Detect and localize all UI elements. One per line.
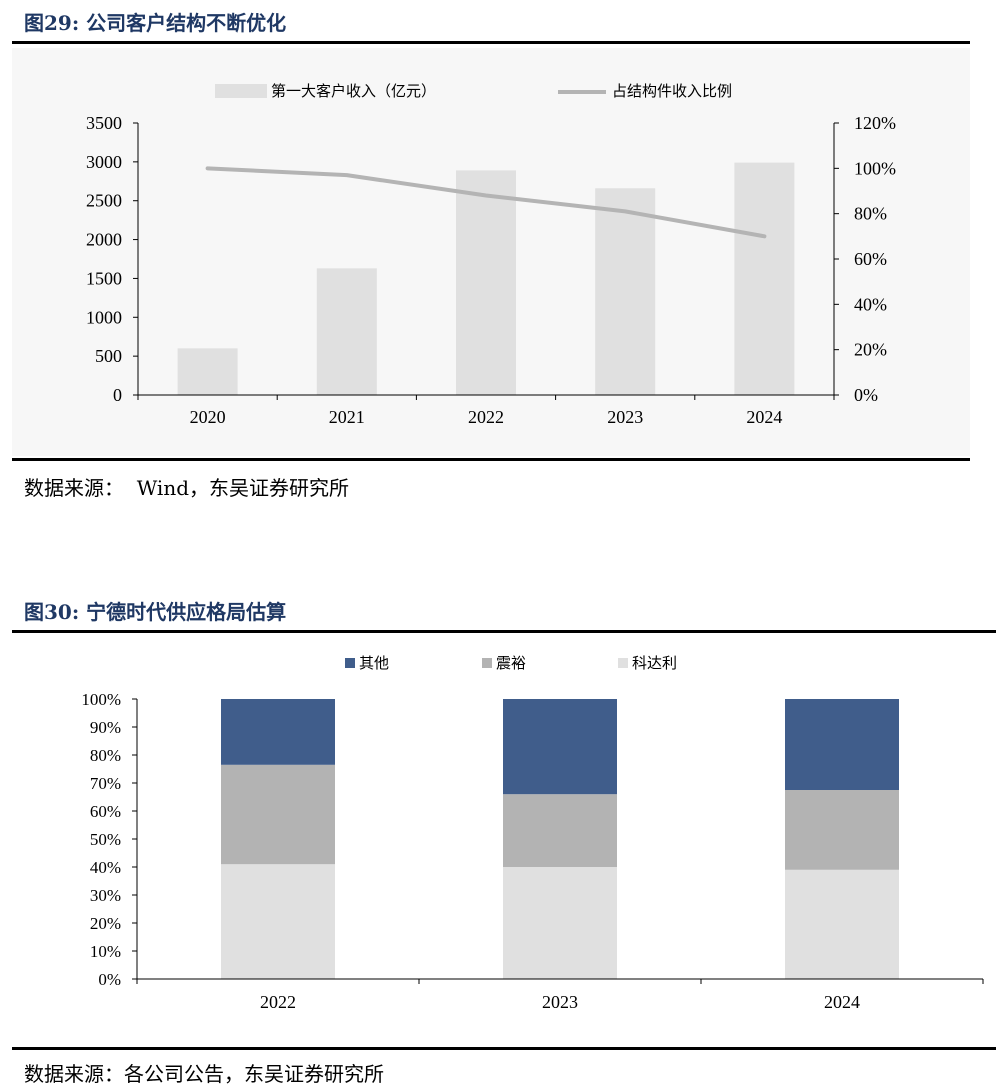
y-tick-label: 20% xyxy=(90,914,121,933)
legend-swatch xyxy=(618,658,628,668)
stacked-bar-segment xyxy=(221,764,335,865)
figure1-top-rule xyxy=(12,41,970,44)
legend-swatch-bar xyxy=(215,84,267,98)
left-tick-label: 3000 xyxy=(86,152,122,172)
bar-first-customer-revenue xyxy=(316,268,377,395)
stacked-bar-segment xyxy=(503,699,617,795)
figure2-title: 图30: 宁德时代供应格局估算 xyxy=(24,600,287,624)
x-tick-label: 2023 xyxy=(542,992,578,1012)
left-tick-label: 2000 xyxy=(86,230,122,250)
y-tick-label: 10% xyxy=(90,942,121,961)
figure1-chart: 0 500 1000 1500 2000 2500 3000 3500 0% 20% 40% 60% 8… xyxy=(86,82,896,427)
figure2-bottom-rule xyxy=(12,1047,996,1050)
legend-label: 其他 xyxy=(359,654,389,672)
stacked-bar-segment xyxy=(503,794,617,867)
legend-label: 科达利 xyxy=(632,654,677,672)
right-tick-label: 80% xyxy=(854,204,887,224)
left-tick-label: 500 xyxy=(95,346,122,366)
legend-label: 震裕 xyxy=(496,654,526,672)
right-tick-label: 100% xyxy=(854,158,896,178)
y-tick-label: 70% xyxy=(90,774,121,793)
left-tick-label: 0 xyxy=(113,385,122,405)
y-tick-label: 90% xyxy=(90,718,121,737)
bar-first-customer-revenue xyxy=(177,348,238,395)
x-tick-label: 2023 xyxy=(607,407,643,427)
left-tick-label: 2500 xyxy=(86,191,122,211)
bar-first-customer-revenue xyxy=(456,170,516,395)
right-tick-label: 120% xyxy=(854,113,896,133)
y-tick-label: 30% xyxy=(90,886,121,905)
left-tick-label: 1500 xyxy=(86,268,122,288)
x-tick-label: 2024 xyxy=(824,992,860,1012)
legend-label-line: 占结构件收入比例 xyxy=(612,82,732,100)
figure1-bottom-rule xyxy=(12,458,970,461)
legend-swatch xyxy=(482,658,492,668)
stacked-bar-segment xyxy=(221,864,335,979)
right-tick-label: 40% xyxy=(854,294,887,314)
bar-first-customer-revenue xyxy=(734,162,795,395)
figure2-top-rule xyxy=(12,630,996,633)
stacked-bar-segment xyxy=(221,699,335,765)
figure1-panel: 0 500 1000 1500 2000 2500 3000 3500 0% 20% 40% 60% 8… xyxy=(12,48,970,456)
line-structural-revenue-share xyxy=(205,166,767,239)
stacked-bar-segment xyxy=(503,867,617,979)
y-tick-label: 100% xyxy=(81,690,121,709)
legend-swatch xyxy=(345,658,355,668)
stacked-bar-segment xyxy=(785,699,899,790)
x-tick-label: 2024 xyxy=(746,407,782,427)
x-tick-label: 2021 xyxy=(329,407,365,427)
right-tick-label: 20% xyxy=(854,340,887,360)
x-tick-label: 2020 xyxy=(190,407,226,427)
y-tick-label: 0% xyxy=(98,970,121,989)
figure2-panel: 0% 10% 20% 30% 40% 50% 60% 70% 80% 90% 100% 2022 202… xyxy=(12,636,996,1044)
x-tick-label: 2022 xyxy=(468,407,504,427)
figure2-source: 数据来源：各公司公告，东吴证券研究所 xyxy=(24,1062,384,1086)
stacked-bar-segment xyxy=(785,869,899,979)
figure1-source: 数据来源： Wind，东吴证券研究所 xyxy=(24,476,349,500)
left-tick-label: 1000 xyxy=(86,307,122,327)
right-tick-label: 0% xyxy=(854,385,878,405)
legend-label-bar: 第一大客户收入（亿元） xyxy=(271,82,436,100)
figure1-title: 图29: 公司客户结构不断优化 xyxy=(24,11,287,35)
y-tick-label: 60% xyxy=(90,802,121,821)
stacked-bar-segment xyxy=(785,790,899,870)
left-tick-label: 3500 xyxy=(86,113,122,133)
y-tick-label: 50% xyxy=(90,830,121,849)
y-tick-label: 80% xyxy=(90,746,121,765)
right-tick-label: 60% xyxy=(854,249,887,269)
x-tick-label: 2022 xyxy=(260,992,296,1012)
bar-first-customer-revenue xyxy=(595,188,656,395)
y-tick-label: 40% xyxy=(90,858,121,877)
figure2-chart: 0% 10% 20% 30% 40% 50% 60% 70% 80% 90% 100% 2022 202… xyxy=(81,654,984,1012)
